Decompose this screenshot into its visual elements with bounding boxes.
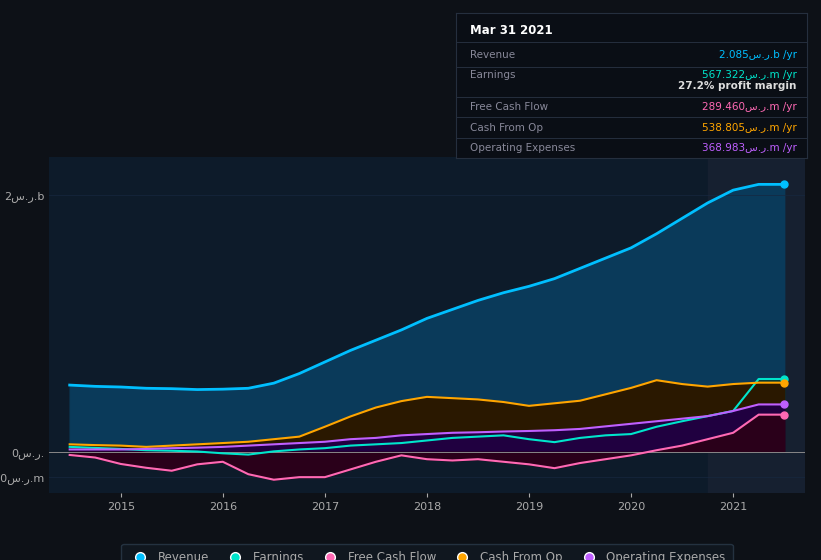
Text: Cash From Op: Cash From Op bbox=[470, 123, 543, 133]
Text: 27.2% profit margin: 27.2% profit margin bbox=[678, 81, 796, 91]
Bar bbox=[708, 157, 805, 493]
Text: Mar 31 2021: Mar 31 2021 bbox=[470, 24, 553, 36]
Text: 368.983س.ر.m /yr: 368.983س.ر.m /yr bbox=[702, 143, 796, 153]
Text: Earnings: Earnings bbox=[470, 70, 516, 80]
Text: 289.460س.ر.m /yr: 289.460س.ر.m /yr bbox=[702, 102, 796, 113]
Text: Revenue: Revenue bbox=[470, 50, 515, 59]
Text: 2.085س.ر.b /yr: 2.085س.ر.b /yr bbox=[718, 50, 796, 59]
Text: Free Cash Flow: Free Cash Flow bbox=[470, 102, 548, 113]
Text: 538.805س.ر.m /yr: 538.805س.ر.m /yr bbox=[702, 123, 796, 133]
Legend: Revenue, Earnings, Free Cash Flow, Cash From Op, Operating Expenses: Revenue, Earnings, Free Cash Flow, Cash … bbox=[122, 544, 732, 560]
Text: Operating Expenses: Operating Expenses bbox=[470, 143, 575, 153]
Text: 567.322س.ر.m /yr: 567.322س.ر.m /yr bbox=[702, 70, 796, 80]
